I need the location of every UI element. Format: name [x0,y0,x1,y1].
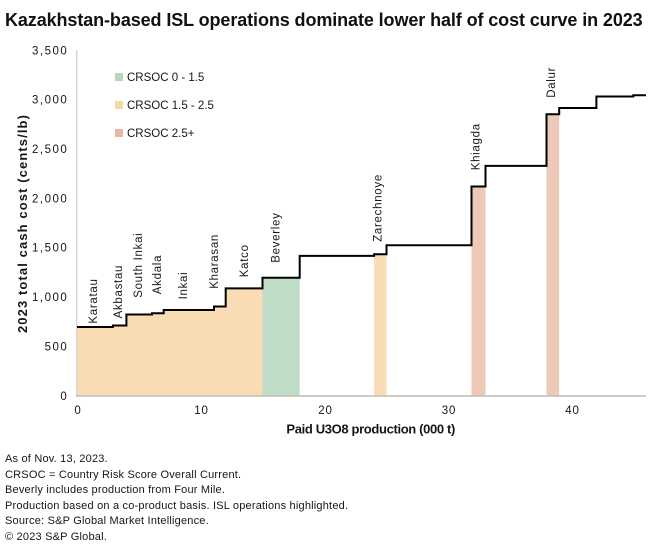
svg-text:0: 0 [74,405,81,417]
svg-text:2,000: 2,000 [32,193,68,205]
svg-text:CRSOC 2.5+: CRSOC 2.5+ [127,128,195,140]
svg-text:3,500: 3,500 [32,45,68,57]
svg-text:10: 10 [194,405,208,417]
svg-text:3,000: 3,000 [32,95,68,107]
svg-text:Khiagda: Khiagda [471,123,483,170]
svg-text:0: 0 [60,391,68,403]
svg-text:South Inkai: South Inkai [133,233,145,298]
svg-text:500: 500 [45,341,69,353]
svg-text:20: 20 [318,405,332,417]
svg-text:40: 40 [565,405,579,417]
svg-text:CRSOC 0 - 1.5: CRSOC 0 - 1.5 [127,72,204,84]
svg-text:Paid U3O8 production (000 t): Paid U3O8 production (000 t) [286,422,455,437]
svg-text:1,500: 1,500 [32,243,68,255]
svg-text:Akdala: Akdala [152,255,164,294]
svg-text:Inkai: Inkai [178,272,190,300]
svg-text:Akbastau: Akbastau [113,265,125,319]
svg-text:1,000: 1,000 [32,292,68,304]
svg-text:Dalur: Dalur [546,67,558,98]
svg-text:CRSOC 1.5 - 2.5: CRSOC 1.5 - 2.5 [127,100,214,112]
svg-text:Zarechnoye: Zarechnoye [373,174,385,242]
svg-text:Beverley: Beverley [271,212,283,262]
svg-text:Karatau: Karatau [88,278,100,323]
svg-text:Kharasan: Kharasan [209,234,221,289]
svg-text:2,500: 2,500 [32,144,68,156]
svg-text:Katco: Katco [239,244,251,277]
svg-text:30: 30 [442,405,456,417]
svg-text:2023 total cash cost (cents/lb: 2023 total cash cost (cents/lb) [15,114,30,333]
